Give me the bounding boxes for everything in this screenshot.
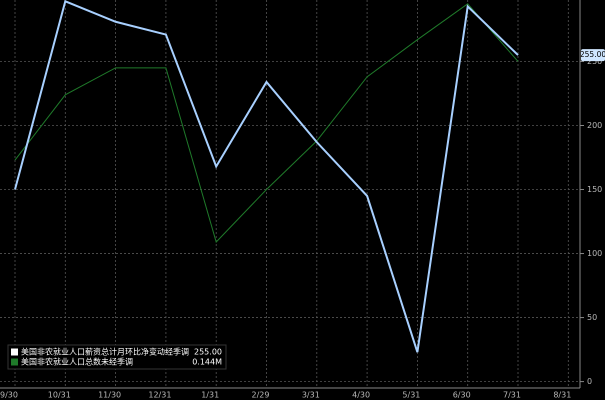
x-tick-label: 11/30 [98,391,121,400]
series-line [14,3,519,243]
y-tick-label: 300 [587,0,602,2]
x-tick-label: 2/29 [252,391,270,400]
x-tick-label: 9/30 [0,391,18,400]
value-tag-label: 255.00 [580,50,605,59]
x-tick-label: 3/31 [302,391,320,400]
x-tick-label: 1/31 [201,391,219,400]
y-tick-label: 100 [587,249,602,258]
y-tick-label: 50 [587,313,597,322]
legend-box [7,344,227,370]
legend-label: 美国非农就业人口总数未经季调 [21,357,133,367]
x-tick-label: 6/30 [453,391,471,400]
y-tick-label: 200 [587,121,602,130]
legend-swatch [11,348,18,356]
x-tick-label: 8/31 [553,391,571,400]
x-tick-label: 4/30 [352,391,370,400]
legend-value: 255.00 [194,348,222,357]
y-tick-label: 0 [587,377,592,386]
x-tick-label: 7/31 [503,391,521,400]
series-line [14,0,519,353]
x-tick-label: 12/31 [148,391,171,400]
legend-value: 0.144M [192,358,222,367]
x-tick-label: 10/31 [48,391,71,400]
x-tick-label: 5/31 [402,391,420,400]
legend-label: 美国非农就业人口薪资总计月环比净变动经季调 [21,347,189,357]
value-tag [581,49,605,62]
y-tick-label: 250 [587,57,602,66]
y-tick-label: 150 [587,185,602,194]
legend-swatch [11,358,18,366]
